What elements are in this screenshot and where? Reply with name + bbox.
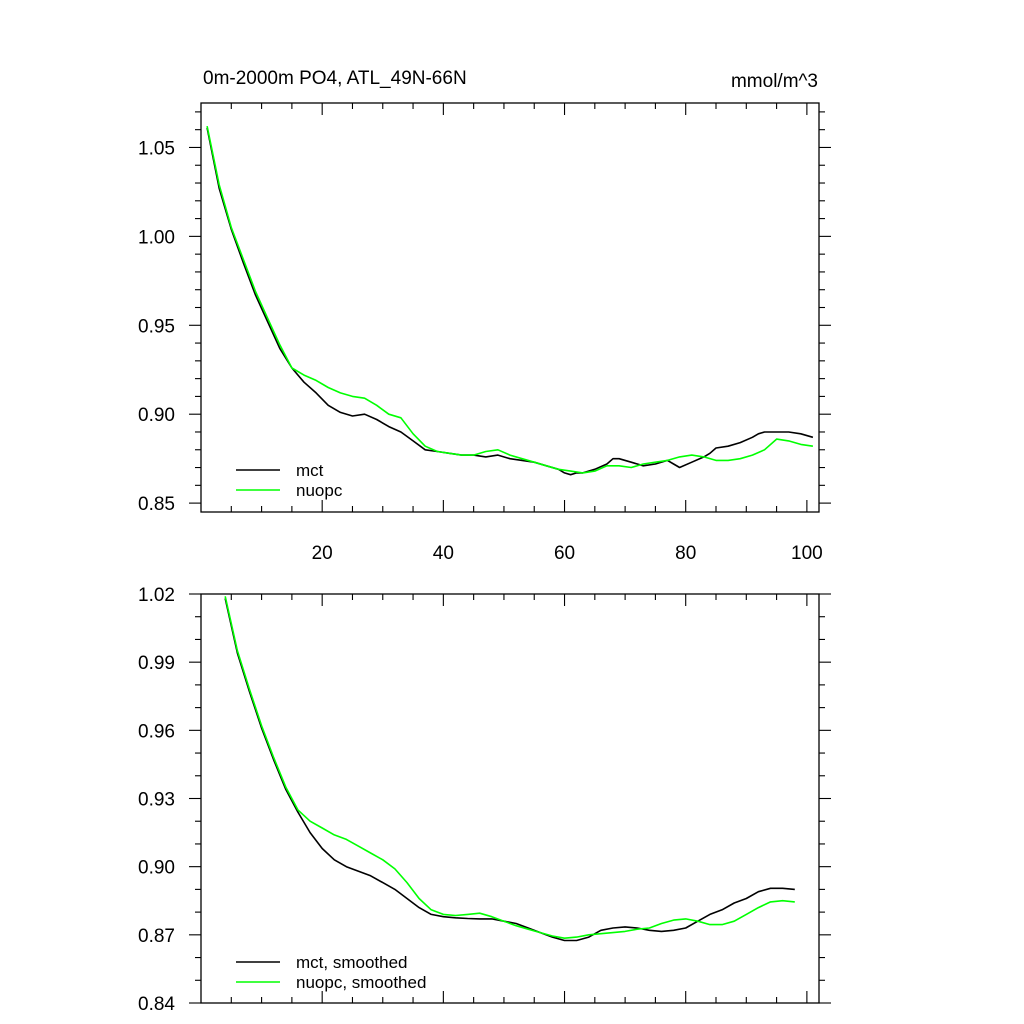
bottom-tick-labels: 0.84 0.87 0.90 0.93 0.96 0.99 1.02 <box>138 585 175 1015</box>
top-legend-label: mct <box>296 461 324 480</box>
bottom-legend-label: mct, smoothed <box>296 953 408 972</box>
top-xtick-label: 80 <box>675 543 696 564</box>
top-xtick-label: 40 <box>433 543 454 564</box>
bottom-ytick-label: 0.87 <box>138 926 175 947</box>
bottom-ytick-label: 0.96 <box>138 721 175 742</box>
top-xtick-label: 100 <box>791 543 823 564</box>
top-ytick-label: 0.90 <box>138 405 175 426</box>
top-series-nuopc <box>206 125 814 474</box>
bottom-ytick-label: 1.02 <box>138 585 175 606</box>
top-ticks <box>189 103 831 512</box>
bottom-ytick-label: 0.99 <box>138 653 175 674</box>
bottom-series-lines <box>224 596 795 942</box>
top-ytick-label: 1.05 <box>138 138 175 159</box>
top-series-lines <box>206 125 814 476</box>
top-ytick-label: 0.95 <box>138 316 175 337</box>
top-panel-units: mmol/m^3 <box>731 71 818 92</box>
bottom-ytick-label: 0.90 <box>138 858 175 879</box>
bottom-series-mct-smoothed <box>224 598 795 942</box>
top-panel: 0m-2000m PO4, ATL_49N-66N mmol/m^3 20 40 6… <box>138 68 831 564</box>
bottom-ticks <box>189 593 831 1004</box>
top-panel-title: 0m-2000m PO4, ATL_49N-66N <box>203 68 467 89</box>
bottom-ytick-label: 0.84 <box>138 994 175 1015</box>
bottom-ytick-label: 0.93 <box>138 790 175 811</box>
top-ytick-label: 0.85 <box>138 494 175 515</box>
bottom-plot-frame <box>200 593 820 1004</box>
bottom-series-nuopc-smoothed <box>224 596 795 940</box>
top-plot-frame <box>200 102 820 513</box>
bottom-legend-label: nuopc, smoothed <box>296 973 426 992</box>
top-tick-labels: 20 40 60 80 100 0.85 0.90 0.95 1.00 1.05 <box>138 138 823 564</box>
top-legend-label: nuopc <box>296 481 343 500</box>
top-series-mct <box>206 127 814 476</box>
top-ytick-label: 1.00 <box>138 227 175 248</box>
bottom-panel: 0.84 0.87 0.90 0.93 0.96 0.99 1.02 mct, smooth… <box>138 585 831 1015</box>
top-xtick-label: 60 <box>554 543 575 564</box>
top-xtick-label: 20 <box>312 543 333 564</box>
